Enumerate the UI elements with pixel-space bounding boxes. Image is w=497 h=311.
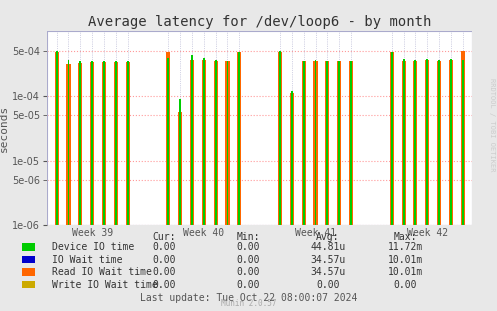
Bar <box>102 62 106 225</box>
Bar <box>349 61 353 225</box>
Text: 11.72m: 11.72m <box>388 242 422 252</box>
Text: Min:: Min: <box>237 232 260 242</box>
Bar <box>337 61 341 225</box>
Bar <box>227 61 229 225</box>
Bar <box>290 93 294 225</box>
Bar <box>68 60 70 225</box>
Text: 10.01m: 10.01m <box>388 255 422 265</box>
Bar <box>338 61 340 225</box>
Text: 0.00: 0.00 <box>152 280 176 290</box>
Bar <box>179 99 181 225</box>
Bar <box>403 59 405 225</box>
Bar <box>127 61 129 225</box>
Bar <box>166 52 170 225</box>
Bar <box>190 60 194 225</box>
Bar <box>191 55 193 225</box>
Bar <box>327 61 329 225</box>
Text: 34.57u: 34.57u <box>311 267 345 277</box>
Text: 0.00: 0.00 <box>152 267 176 277</box>
Text: Device IO time: Device IO time <box>52 242 134 252</box>
Bar <box>90 62 94 225</box>
Bar <box>67 64 71 225</box>
Title: Average latency for /dev/loop6 - by month: Average latency for /dev/loop6 - by mont… <box>88 15 431 29</box>
Text: 0.00: 0.00 <box>237 255 260 265</box>
Bar <box>462 60 464 225</box>
Text: Read IO Wait time: Read IO Wait time <box>52 267 152 277</box>
Bar <box>350 61 352 225</box>
Bar <box>291 91 293 225</box>
Bar <box>450 59 452 225</box>
Text: 10.01m: 10.01m <box>388 267 422 277</box>
Text: Munin 2.0.57: Munin 2.0.57 <box>221 299 276 308</box>
Bar <box>314 61 318 225</box>
Bar <box>461 51 465 225</box>
Bar <box>78 63 83 225</box>
Text: 34.57u: 34.57u <box>311 255 345 265</box>
Bar <box>103 61 105 225</box>
Text: 0.00: 0.00 <box>237 280 260 290</box>
Text: Last update: Tue Oct 22 08:00:07 2024: Last update: Tue Oct 22 08:00:07 2024 <box>140 293 357 303</box>
Bar <box>215 60 217 225</box>
Bar <box>226 61 230 225</box>
Text: Cur:: Cur: <box>152 232 176 242</box>
Text: 0.00: 0.00 <box>393 280 417 290</box>
Bar <box>426 59 428 225</box>
Text: Max:: Max: <box>393 232 417 242</box>
Text: Write IO Wait time: Write IO Wait time <box>52 280 158 290</box>
Bar <box>325 61 330 225</box>
Bar <box>178 112 182 225</box>
Text: IO Wait time: IO Wait time <box>52 255 123 265</box>
Bar <box>80 61 81 225</box>
Bar <box>425 60 429 225</box>
Y-axis label: seconds: seconds <box>0 105 9 152</box>
Bar <box>278 52 282 225</box>
Bar <box>214 61 218 225</box>
Text: 0.00: 0.00 <box>316 280 340 290</box>
Text: 0.00: 0.00 <box>152 255 176 265</box>
Bar <box>437 61 441 225</box>
Bar <box>55 52 59 225</box>
Bar <box>414 61 417 225</box>
Text: 0.00: 0.00 <box>237 242 260 252</box>
Bar <box>126 62 130 225</box>
Text: Avg:: Avg: <box>316 232 340 242</box>
Bar <box>202 60 206 225</box>
Bar <box>203 58 205 225</box>
Bar <box>303 61 305 225</box>
Bar <box>114 62 118 225</box>
Bar <box>115 61 117 225</box>
Bar <box>414 60 416 225</box>
Bar <box>302 61 306 225</box>
Bar <box>279 51 281 225</box>
Text: 0.00: 0.00 <box>152 242 176 252</box>
Bar <box>438 60 440 225</box>
Bar <box>167 58 169 225</box>
Text: 44.81u: 44.81u <box>311 242 345 252</box>
Text: 0.00: 0.00 <box>237 267 260 277</box>
Bar <box>239 52 240 225</box>
Bar <box>402 61 406 225</box>
Bar <box>315 60 317 225</box>
Bar <box>391 52 393 225</box>
Bar <box>237 52 242 225</box>
Bar <box>91 61 93 225</box>
Bar <box>449 60 453 225</box>
Bar <box>56 51 58 225</box>
Text: RRDTOOL / TOBI OETIKER: RRDTOOL / TOBI OETIKER <box>489 78 495 171</box>
Bar <box>390 52 394 225</box>
